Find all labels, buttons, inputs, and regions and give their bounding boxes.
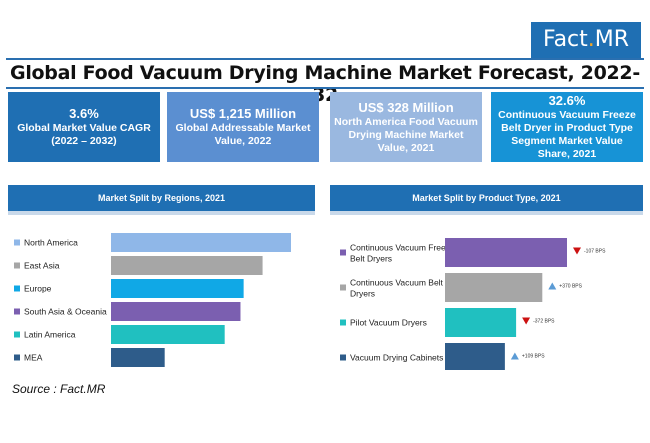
kpi-card-addressable-market: US$ 1,215 Million Global Addressable Mar…: [167, 92, 319, 162]
brand-logo: Fact.MR: [531, 22, 641, 58]
kpi-card-north-america: US$ 328 Million North America Food Vacuu…: [330, 92, 482, 162]
category-label-europe: Europe: [24, 284, 52, 294]
kpi-label: Continuous Vacuum Freeze Belt Dryer in P…: [498, 109, 636, 160]
bar-east-asia: [111, 256, 263, 275]
bar-latin-america: [111, 325, 225, 344]
bar-vacuum-drying-cabinets: [445, 343, 505, 370]
kpi-value: 3.6%: [69, 106, 99, 121]
logo-dot: .: [587, 27, 595, 52]
category-label-continuous-vacuum-freeze-belt-dryers: Continuous Vacuum Freeze Belt Dryers: [350, 243, 455, 264]
logo-suffix: MR: [594, 27, 630, 52]
bar-continuous-vacuum-belt-dryers: [445, 273, 543, 302]
product-panel-header: Market Split by Product Type, 2021: [330, 185, 643, 211]
change-arrow-down-icon: [573, 247, 581, 255]
bar-pilot-vacuum-dryers: [445, 308, 517, 337]
bar-continuous-vacuum-freeze-belt-dryers: [445, 238, 567, 267]
kpi-value: US$ 1,215 Million: [189, 106, 297, 121]
regions-panel-shadow: [8, 211, 315, 215]
regions-bar-chart: North America East Asia Europe South Asia &…: [14, 233, 291, 367]
category-label-continuous-vacuum-belt-dryers: Continuous Vacuum Belt Dryers: [350, 278, 444, 299]
legend-marker-vacuum-drying-cabinets: [340, 354, 346, 361]
legend-marker-europe: [14, 285, 20, 292]
kpi-label: Global Addressable Market Value, 2022: [175, 122, 311, 147]
legend-marker-continuous-vacuum-belt-dryers: [340, 284, 346, 291]
source-note: Source : Fact.MR: [12, 382, 106, 396]
bar-north-america: [111, 233, 291, 252]
regions-panel-header: Market Split by Regions, 2021: [8, 185, 315, 211]
change-label-pilot-vacuum-dryers: -372 BPS: [533, 319, 555, 325]
category-label-south-asia-oceania: South Asia & Oceania: [24, 307, 107, 317]
title-top-rule: [6, 58, 644, 60]
product-type-bar-chart: Continuous Vacuum Freeze Belt Dryers -107 …: [340, 238, 606, 370]
category-label-pilot-vacuum-dryers: Pilot Vacuum Dryers: [350, 318, 427, 328]
legend-marker-continuous-vacuum-freeze-belt-dryers: [340, 249, 346, 256]
legend-marker-south-asia-oceania: [14, 308, 20, 315]
legend-marker-east-asia: [14, 262, 20, 269]
legend-marker-pilot-vacuum-dryers: [340, 319, 346, 326]
title-bottom-rule: [6, 87, 644, 89]
category-label-east-asia: East Asia: [24, 261, 60, 271]
category-label-mea: MEA: [24, 353, 43, 363]
kpi-card-product-share: 32.6% Continuous Vacuum Freeze Belt Drye…: [491, 92, 643, 162]
logo-text: Fact: [542, 27, 588, 52]
kpi-value: US$ 328 Million: [358, 99, 454, 115]
legend-marker-north-america: [14, 239, 20, 246]
change-arrow-up-icon: [548, 282, 557, 290]
bar-europe: [111, 279, 244, 298]
legend-marker-mea: [14, 354, 20, 361]
change-label-continuous-vacuum-belt-dryers: +370 BPS: [559, 284, 582, 290]
kpi-label: Global Market Value CAGR (2022 – 2032): [17, 122, 151, 147]
legend-marker-latin-america: [14, 331, 20, 338]
change-label-continuous-vacuum-freeze-belt-dryers: -107 BPS: [584, 249, 606, 255]
change-arrow-up-icon: [510, 352, 519, 360]
product-panel-shadow: [330, 211, 643, 215]
change-arrow-down-icon: [522, 317, 531, 325]
change-label-vacuum-drying-cabinets: +109 BPS: [522, 354, 545, 360]
category-label-north-america: North America: [24, 238, 78, 248]
bar-mea: [111, 348, 165, 367]
kpi-label: North America Food Vacuum Drying Machine…: [334, 115, 478, 154]
bar-south-asia-oceania: [111, 302, 241, 321]
category-label-latin-america: Latin America: [24, 330, 76, 340]
kpi-card-cagr: 3.6% Global Market Value CAGR (2022 – 20…: [8, 92, 160, 162]
kpi-value: 32.6%: [548, 93, 586, 108]
category-label-vacuum-drying-cabinets: Vacuum Drying Cabinets: [350, 353, 443, 363]
